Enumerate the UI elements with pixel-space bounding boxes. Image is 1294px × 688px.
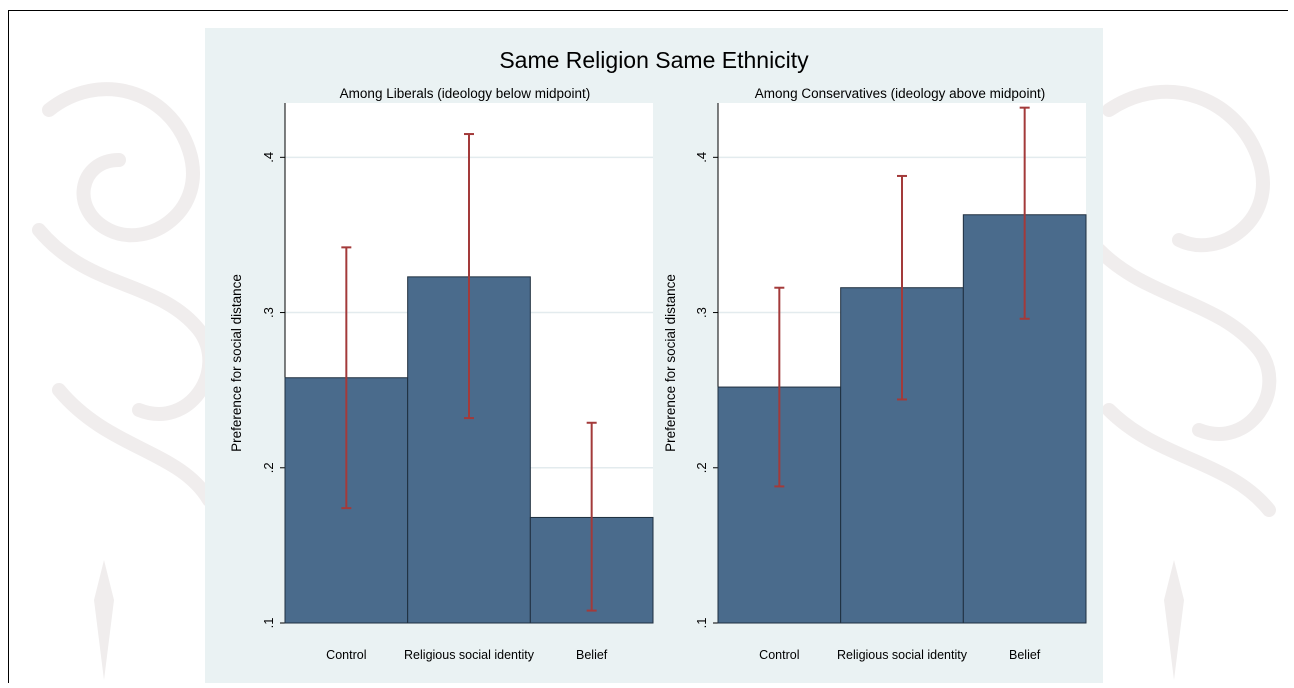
- graph-region: Same Religion Same Ethnicity Among Liber…: [205, 28, 1103, 683]
- y-axis-label: Preference for social distance: [229, 274, 244, 452]
- x-tick-label: Religious social identity: [837, 648, 968, 662]
- panel-2: Among Conservatives (ideology above midp…: [663, 86, 1087, 662]
- top-border-line: [8, 10, 1288, 11]
- y-tick-label: .3: [694, 307, 709, 318]
- x-tick-label: Control: [326, 648, 366, 662]
- y-tick-label: .4: [261, 152, 276, 163]
- chart-title: Same Religion Same Ethnicity: [499, 47, 809, 73]
- y-tick-label: .2: [261, 462, 276, 473]
- x-tick-label: Belief: [1009, 648, 1041, 662]
- y-tick-label: .3: [261, 307, 276, 318]
- ornamental-floral-watermark-icon: [32, 82, 1277, 680]
- panel-1: Among Liberals (ideology below midpoint)…: [229, 86, 654, 662]
- panel-subtitle: Among Conservatives (ideology above midp…: [755, 86, 1045, 101]
- y-tick-label: .2: [694, 462, 709, 473]
- y-tick-label: .4: [694, 152, 709, 163]
- y-tick-label: .1: [261, 618, 276, 629]
- x-tick-label: Control: [759, 648, 799, 662]
- y-axis-label: Preference for social distance: [663, 274, 678, 452]
- x-tick-label: Religious social identity: [404, 648, 535, 662]
- chart-canvas: Same Religion Same Ethnicity Among Liber…: [229, 47, 1087, 662]
- left-border-line: [8, 10, 9, 683]
- y-tick-label: .1: [694, 618, 709, 629]
- panel-subtitle: Among Liberals (ideology below midpoint): [340, 86, 591, 101]
- x-tick-label: Belief: [576, 648, 608, 662]
